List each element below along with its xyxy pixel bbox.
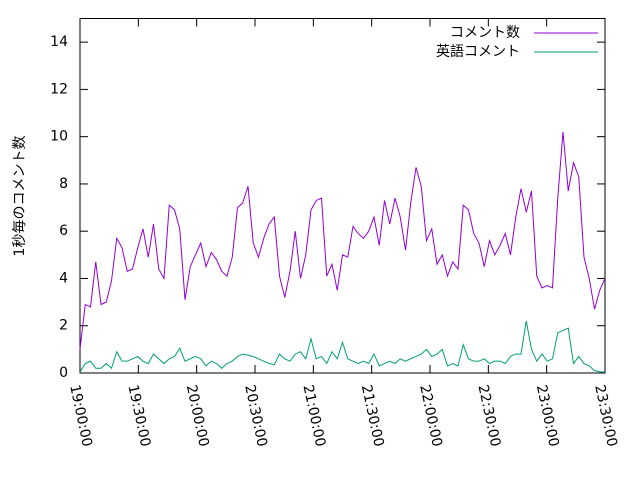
y-tick-label: 8 [59,176,68,192]
y-tick-label: 14 [50,34,68,50]
x-tick-label: 23:30:00 [591,383,620,448]
series-line [79,320,605,373]
x-tick-label: 19:30:00 [125,383,154,448]
x-tick-label: 21:00:00 [300,383,329,448]
y-tick-label: 10 [50,129,68,145]
x-tick-label: 20:00:00 [183,383,212,448]
y-tick-label: 0 [59,365,68,381]
y-tick-label: 2 [59,318,68,334]
y-axis-label: 1秒毎のコメント数 [12,136,28,257]
x-tick-label: 23:00:00 [533,383,562,448]
x-tick-label: 20:30:00 [241,383,270,448]
series-line [79,131,606,350]
y-tick-label: 6 [59,223,68,239]
x-tick-label: 22:00:00 [416,383,445,448]
legend-label: コメント数 [450,25,520,41]
x-tick-label: 19:00:00 [66,383,95,448]
plot-border [79,18,606,374]
x-tick-label: 22:30:00 [475,383,504,448]
legend-label: 英語コメント [436,43,520,60]
y-tick-label: 12 [50,81,68,97]
y-tick-label: 4 [59,270,68,286]
x-tick-label: 21:30:00 [358,383,387,448]
